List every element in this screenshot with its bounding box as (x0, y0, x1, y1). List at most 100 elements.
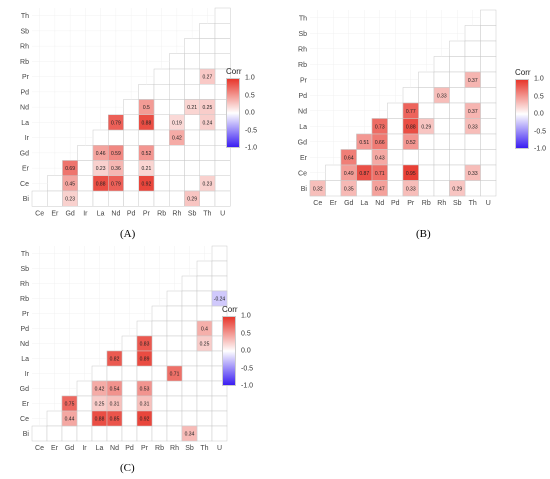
heatmap-cell (433, 102, 450, 119)
y-tick-label: Nd (298, 108, 307, 115)
y-tick-label: Rh (298, 46, 307, 53)
heatmap-cell (480, 102, 497, 119)
cell-value-label: 0.25 (95, 402, 105, 408)
cell-value-label: 0.75 (65, 402, 75, 408)
heatmap-cell (92, 129, 109, 146)
heatmap-cell (123, 114, 139, 131)
heatmap-cell (151, 380, 168, 397)
heatmap-cell (199, 160, 216, 176)
legend-tick: 0.0 (534, 110, 544, 118)
heatmap-value-cell (211, 290, 228, 307)
cell-value-label: 0.29 (452, 186, 462, 192)
heatmap-cell (151, 320, 168, 337)
heatmap-cell (181, 395, 198, 412)
legend-tick: -1.0 (245, 144, 258, 152)
cell-value-label: 0.19 (172, 120, 182, 126)
heatmap-cell (480, 9, 497, 26)
heatmap-cell (121, 410, 138, 427)
heatmap-cell (214, 38, 231, 54)
heatmap-cell (184, 53, 200, 70)
heatmap-cell (464, 180, 481, 197)
x-tick-label: Ce (313, 200, 322, 207)
x-tick-label: Pr (141, 445, 149, 452)
cell-value-label: 0.46 (96, 151, 106, 157)
cell-value-label: 0.69 (65, 166, 75, 172)
cell-value-label: 0.33 (437, 93, 447, 99)
cell-value-label: 0.32 (313, 186, 323, 192)
cell-value-label: 0.47 (375, 186, 385, 192)
heatmap-value-cell (136, 410, 153, 427)
heatmap-cell (433, 149, 450, 166)
heatmap-cell (121, 425, 138, 442)
y-tick-label: Er (22, 401, 30, 408)
heatmap-cell (402, 87, 419, 104)
heatmap-cell (121, 335, 138, 352)
x-tick-label: Rb (155, 445, 164, 452)
cell-value-label: 0.92 (140, 417, 150, 423)
heatmap-value-cell (371, 180, 388, 197)
heatmap-cell (480, 164, 497, 181)
heatmap-value-cell (199, 114, 216, 131)
heatmap-cell (138, 84, 155, 100)
y-tick-label: Ir (25, 371, 30, 378)
heatmap-cell (46, 425, 63, 442)
heatmap-cell (77, 145, 94, 161)
x-tick-label: Rb (157, 210, 166, 217)
cell-value-label: 0.88 (95, 417, 105, 423)
cell-value-label: 0.25 (203, 105, 213, 111)
heatmap-value-cell (199, 175, 216, 192)
heatmap-cell (402, 149, 419, 166)
heatmap-cell (196, 425, 213, 442)
heatmap-cell (76, 380, 93, 397)
heatmap-cell (153, 190, 170, 207)
cell-value-label: 0.71 (170, 372, 180, 378)
heatmap-cell (211, 425, 228, 442)
cell-value-label: -0.24 (214, 297, 226, 303)
legend-title: Corr (515, 68, 531, 77)
legend-colorbar (222, 316, 236, 386)
heatmap-value-cell (464, 164, 481, 181)
heatmap-cell (387, 118, 404, 135)
x-tick-label: U (486, 200, 491, 207)
cell-value-label: 0.29 (421, 124, 431, 130)
x-tick-label: Sb (453, 200, 462, 207)
heatmap-cell (196, 380, 213, 397)
heatmap-grid: 0.27 0.5 0.21 0.25 0.79 0.88 0.19 0.24 0.42 0.46 0… (20, 7, 231, 217)
cell-value-label: 0.51 (359, 140, 369, 146)
heatmap-value-cell (433, 87, 450, 104)
legend-colorbar (226, 78, 240, 148)
legend-tick: 1.0 (245, 74, 255, 82)
heatmap-cell (464, 25, 481, 42)
cell-value-label: 0.71 (375, 171, 385, 177)
heatmap-cell (46, 410, 63, 427)
cell-value-label: 0.33 (468, 171, 478, 177)
heatmap-cell (151, 350, 168, 367)
heatmap-cell (214, 23, 231, 39)
heatmap-cell (480, 40, 497, 57)
y-tick-label: Pd (20, 89, 29, 96)
heatmap-cell (47, 190, 63, 207)
y-tick-label: Pr (300, 77, 308, 84)
heatmap-cell (123, 99, 139, 115)
heatmap-cell (214, 7, 231, 24)
cell-value-label: 0.35 (344, 186, 354, 192)
heatmap-cell (136, 425, 153, 442)
heatmap-cell (123, 175, 139, 192)
heatmap-cell (153, 160, 170, 176)
heatmap-cell (153, 114, 170, 131)
heatmap-cell (480, 56, 497, 73)
x-tick-label: Gd (65, 445, 74, 452)
heatmap-cell (151, 365, 168, 382)
heatmap-cell (464, 133, 481, 150)
heatmap-cell (418, 71, 435, 88)
cell-value-label: 0.21 (142, 166, 152, 172)
heatmap-cell (121, 395, 138, 412)
y-tick-label: Rh (20, 281, 29, 288)
cell-value-label: 0.4 (201, 327, 208, 333)
heatmap-cell (199, 53, 216, 70)
cell-value-label: 0.66 (375, 140, 385, 146)
y-tick-label: Er (22, 166, 30, 173)
x-tick-label: Sb (185, 445, 194, 452)
legend-tick: -1.0 (534, 145, 547, 153)
